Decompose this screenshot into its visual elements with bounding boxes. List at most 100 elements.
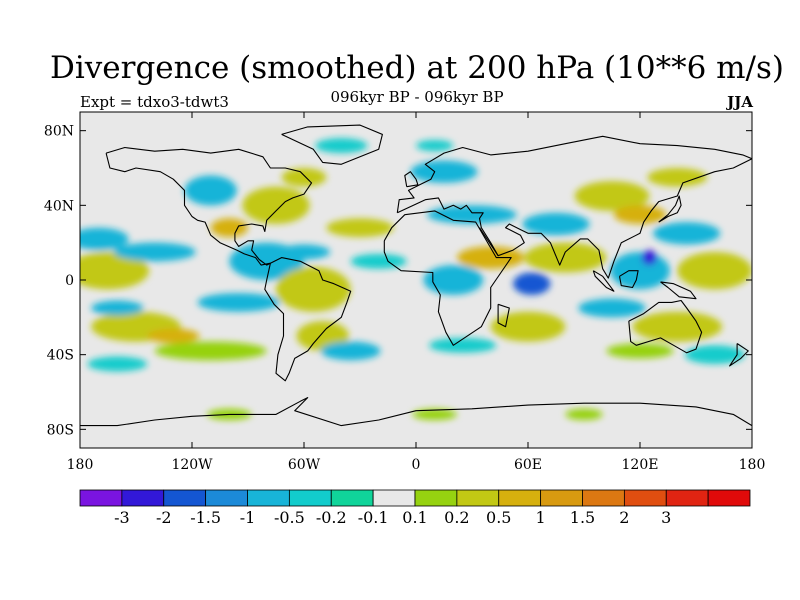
field-patch	[429, 337, 497, 353]
colorbar-label: -1.5	[190, 508, 221, 527]
field-patch	[326, 218, 394, 238]
colorbar-label: 2	[619, 508, 629, 527]
divergence-field	[80, 138, 752, 420]
colorbar-label: -0.5	[274, 508, 305, 527]
field-patch	[154, 341, 267, 361]
field-patch	[184, 175, 237, 206]
lat-label: 40S	[47, 348, 74, 364]
field-patch	[513, 272, 551, 295]
colorbar-swatch	[205, 489, 248, 507]
field-patch	[677, 252, 752, 290]
lon-label: 120W	[171, 457, 213, 473]
colorbar-label: -2	[156, 508, 172, 527]
colorbar-swatch	[330, 489, 374, 507]
colorbar-label: 0.1	[402, 508, 427, 527]
coastline-africa	[383, 210, 512, 346]
field-patch	[113, 242, 196, 262]
field-patch	[412, 408, 458, 420]
coastline-north-america	[105, 146, 313, 266]
colorbar-swatch	[163, 489, 207, 507]
field-patch	[684, 345, 745, 364]
field-patch	[87, 356, 148, 372]
colorbar-swatch	[582, 489, 625, 507]
field-patch	[281, 168, 327, 187]
colorbar-label: 0.2	[444, 508, 469, 527]
field-patch	[427, 205, 517, 225]
coastlines	[80, 124, 752, 427]
field-patch	[522, 212, 590, 236]
field-patch	[350, 253, 407, 269]
colorbar-swatch	[665, 489, 709, 507]
field-patch	[277, 244, 331, 260]
colorbar-swatch	[540, 489, 583, 507]
lon-label: 60W	[288, 457, 321, 473]
lat-label: 40N	[44, 198, 74, 214]
coastline-australia	[628, 299, 703, 354]
colorbar-swatch	[372, 489, 416, 507]
lat-label: 80N	[44, 124, 74, 140]
field-patch	[632, 311, 723, 342]
field-patch	[653, 222, 721, 245]
coastline-new-guinea	[660, 281, 697, 300]
lon-label: 0	[412, 457, 421, 473]
coastline-south-america	[264, 257, 352, 382]
coastline-greenland	[281, 124, 383, 165]
coastline-antarctica	[80, 397, 752, 427]
lat-label: 80S	[47, 422, 74, 438]
colorbar-label: -0.1	[358, 508, 389, 527]
field-patch	[91, 300, 144, 316]
colorbar-label: -0.2	[316, 508, 347, 527]
field-patch	[410, 160, 478, 183]
coastline-japan	[658, 195, 682, 223]
field-patches	[80, 138, 752, 420]
lon-label: 180	[67, 457, 94, 473]
colorbar-swatch	[79, 489, 123, 507]
season-label: JJA	[727, 93, 753, 111]
colorbar-swatch	[623, 489, 667, 507]
coastline-arabia-shore	[479, 227, 499, 257]
colorbar-label: 1	[536, 508, 546, 527]
lat-label: 0	[65, 273, 74, 289]
lon-label: 120E	[622, 457, 659, 473]
field-patch	[641, 250, 657, 266]
field-patch	[147, 328, 200, 344]
field-patch	[416, 140, 454, 152]
field-patch	[610, 251, 670, 290]
field-patch	[276, 266, 351, 312]
field-patch	[320, 341, 381, 361]
field-patch	[197, 293, 280, 312]
colorbar-label: 0.5	[486, 508, 511, 527]
plot-title: Divergence (smoothed) at 200 hPa (10**6 …	[50, 50, 784, 86]
colorbar-swatch	[247, 489, 290, 507]
field-patch	[613, 205, 667, 225]
field-patch	[524, 242, 607, 273]
field-patch	[490, 311, 566, 342]
field-patch	[242, 186, 310, 224]
coastline-uk	[404, 171, 419, 188]
axis-ticks: 80N 40N 0 40S 80S 180 120W 60W 0 60E 120E 180	[44, 112, 765, 473]
experiment-label: Expt = tdxo3-tdwt3	[80, 93, 229, 111]
colorbar-swatch	[456, 489, 500, 507]
field-patch	[606, 343, 674, 359]
lon-label: 60E	[514, 457, 542, 473]
colorbar-swatch	[414, 489, 458, 507]
lon-label: 180	[739, 457, 766, 473]
colorbar-label: 3	[661, 508, 671, 527]
colorbar-label: 1.5	[570, 508, 595, 527]
field-patch	[647, 168, 708, 187]
field-patch	[578, 298, 646, 318]
colorbar: -3 -2 -1.5 -1 -0.5 -0.2 -0.1 0.1 0.2 0.5 1 1.5 2 3	[79, 489, 751, 527]
coastline-new-zealand	[729, 343, 749, 367]
plot-subtitle: 096kyr BP - 096kyr BP	[330, 88, 504, 106]
coastline-madagascar	[497, 303, 510, 328]
field-patch	[565, 408, 603, 420]
colorbar-label: -3	[114, 508, 130, 527]
colorbar-swatch	[121, 489, 165, 507]
colorbar-swatch	[707, 489, 751, 507]
field-patch	[315, 138, 368, 154]
colorbar-label: -1	[240, 508, 256, 527]
field-patch	[80, 227, 129, 251]
coastline-borneo	[618, 270, 639, 289]
coastline-eurasia	[396, 135, 752, 279]
